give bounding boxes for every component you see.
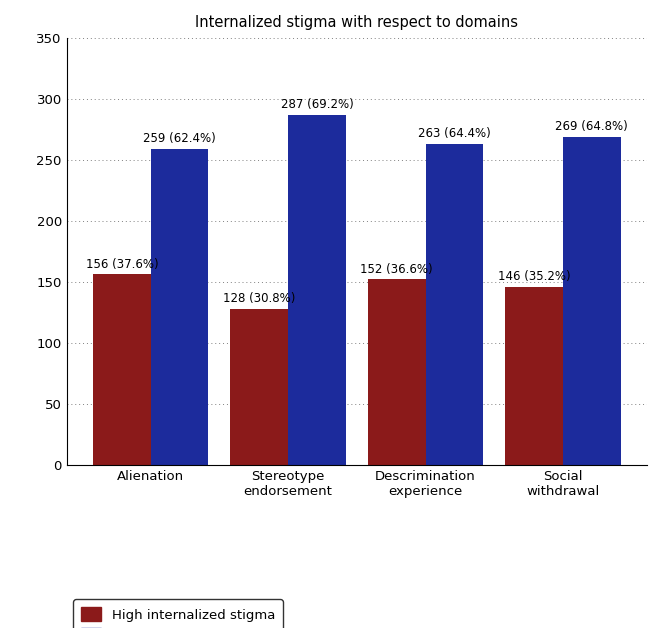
Bar (288, 114, 346, 465)
Bar (93, 274, 151, 465)
Text: 263 (64.4%): 263 (64.4%) (418, 127, 491, 140)
Text: 152 (36.6%): 152 (36.6%) (360, 263, 433, 276)
Text: 128 (30.8%): 128 (30.8%) (223, 292, 295, 305)
Legend: High internalized stigma, Low internalized stigma: High internalized stigma, Low internaliz… (73, 600, 283, 628)
Bar (231, 308, 288, 465)
Bar (151, 149, 209, 465)
Bar (426, 144, 483, 465)
Text: 259 (62.4%): 259 (62.4%) (143, 132, 216, 145)
Bar (563, 136, 620, 465)
Bar (505, 286, 563, 465)
Text: 146 (35.2%): 146 (35.2%) (498, 270, 570, 283)
Text: 269 (64.8%): 269 (64.8%) (556, 120, 628, 133)
Text: 287 (69.2%): 287 (69.2%) (281, 98, 354, 111)
Text: 156 (37.6%): 156 (37.6%) (85, 257, 158, 271)
Title: Internalized stigma with respect to domains: Internalized stigma with respect to doma… (195, 14, 518, 30)
Bar (368, 279, 426, 465)
